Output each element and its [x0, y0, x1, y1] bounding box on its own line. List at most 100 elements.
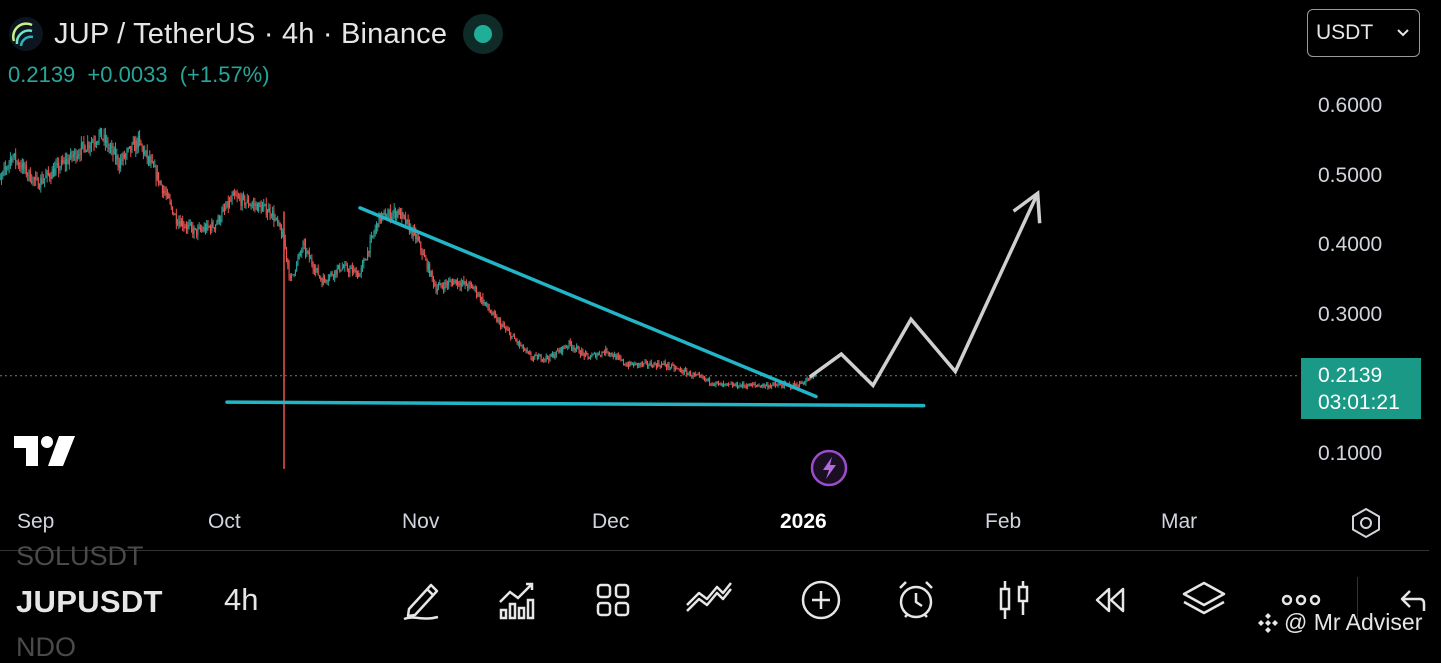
- candle-body: [690, 372, 692, 377]
- candle-body: [19, 165, 21, 167]
- market-status-icon[interactable]: [463, 14, 504, 54]
- candle-body: [212, 222, 214, 228]
- indicators-button[interactable]: [493, 577, 539, 623]
- candle-body: [313, 269, 315, 272]
- compare-button[interactable]: [686, 577, 732, 623]
- draw-button[interactable]: [398, 577, 444, 623]
- candle-body: [364, 259, 366, 261]
- candle-body: [491, 312, 493, 315]
- candle-body: [666, 365, 668, 368]
- replay-button[interactable]: [1086, 577, 1132, 623]
- candle-body: [172, 206, 174, 215]
- candle-body: [292, 274, 294, 276]
- candle-body: [563, 346, 565, 348]
- candle-body: [446, 283, 448, 286]
- candle-body: [146, 150, 148, 160]
- candle-body: [234, 192, 236, 196]
- candle-body: [630, 361, 632, 365]
- candle-body: [113, 149, 115, 155]
- candle-body: [464, 281, 466, 285]
- candle-body: [610, 353, 612, 355]
- candle-body: [507, 329, 509, 331]
- candle-body: [479, 293, 481, 301]
- back-button[interactable]: [1390, 577, 1436, 623]
- price-chart[interactable]: [0, 0, 1441, 549]
- candle-body: [123, 153, 125, 158]
- alert-button[interactable]: [893, 577, 939, 623]
- add-button[interactable]: [798, 577, 844, 623]
- symbol-current[interactable]: JUPUSDT: [16, 584, 163, 619]
- candle-body: [714, 384, 716, 386]
- templates-button[interactable]: [590, 577, 636, 623]
- candle-body: [601, 351, 603, 356]
- candle-body: [149, 156, 151, 163]
- axis-settings-icon[interactable]: [1350, 507, 1382, 539]
- candle-body: [307, 251, 309, 253]
- candle-body: [180, 220, 182, 227]
- candle-body: [12, 157, 14, 162]
- candle-body: [76, 155, 78, 160]
- alert-icon: [899, 581, 933, 619]
- candle-body: [474, 287, 476, 289]
- candle-body: [657, 362, 659, 368]
- interval-button[interactable]: 4h: [224, 582, 259, 617]
- symbol-prev[interactable]: SOLUSDT: [16, 541, 144, 571]
- candle-body: [434, 284, 436, 286]
- more-button[interactable]: [1278, 577, 1324, 623]
- candle-body: [1, 175, 3, 179]
- chart-title[interactable]: JUP / TetherUS · 4h · Binance: [54, 17, 448, 50]
- candle-body: [253, 203, 255, 205]
- candle-body: [248, 199, 250, 206]
- candle-body: [768, 385, 770, 388]
- candle-body: [75, 150, 77, 160]
- candle-body: [744, 385, 746, 387]
- candle-body: [15, 153, 17, 163]
- candle-body: [349, 269, 351, 273]
- candle-body: [239, 197, 241, 199]
- candle-body: [757, 385, 759, 387]
- candle-body: [44, 178, 46, 181]
- candle-body: [355, 269, 357, 277]
- candle-body: [279, 223, 281, 230]
- currency-select[interactable]: USDT: [1307, 9, 1420, 57]
- candle-body: [649, 362, 651, 366]
- candle-body: [263, 205, 265, 207]
- candle-body: [240, 198, 242, 206]
- candle-body: [2, 171, 4, 176]
- candle-body: [153, 162, 155, 167]
- candle-body: [678, 368, 680, 370]
- candle-body: [270, 215, 272, 217]
- candle-body: [134, 141, 136, 152]
- candle-body: [142, 147, 144, 155]
- candle-body: [401, 212, 403, 219]
- symbol-next[interactable]: NDO: [16, 632, 76, 662]
- candle-body: [804, 383, 806, 385]
- candle-body: [658, 362, 660, 366]
- candle-body: [424, 253, 426, 258]
- indicators-icon: [499, 582, 535, 620]
- candle-body: [524, 349, 526, 351]
- candle-body: [562, 346, 564, 353]
- candle-body: [78, 154, 80, 156]
- layers-button[interactable]: [1181, 577, 1227, 623]
- candle-body: [807, 379, 809, 381]
- candle-body: [595, 353, 597, 358]
- candle-body: [476, 287, 478, 295]
- candle-body: [558, 350, 560, 353]
- flash-icon[interactable]: [810, 449, 848, 487]
- candle-body: [244, 196, 246, 206]
- candle-body: [411, 227, 413, 237]
- candle-body: [432, 276, 434, 285]
- candle-body: [350, 267, 352, 270]
- candle-body: [406, 219, 408, 224]
- candle-body: [223, 208, 225, 210]
- candle-body: [35, 177, 37, 180]
- candle-body: [288, 264, 290, 277]
- candle-body: [740, 384, 742, 387]
- candle-body: [643, 362, 645, 365]
- y-tick-label: 0.3000: [1318, 303, 1383, 326]
- candle-body: [343, 267, 345, 269]
- chart-type-button[interactable]: [991, 577, 1037, 623]
- candle-body: [728, 383, 730, 385]
- candle-body: [422, 253, 424, 255]
